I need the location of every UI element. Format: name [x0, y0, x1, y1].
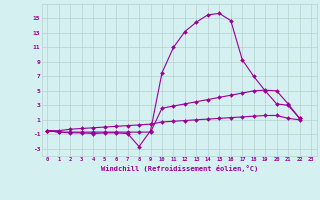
X-axis label: Windchill (Refroidissement éolien,°C): Windchill (Refroidissement éolien,°C) — [100, 165, 258, 172]
